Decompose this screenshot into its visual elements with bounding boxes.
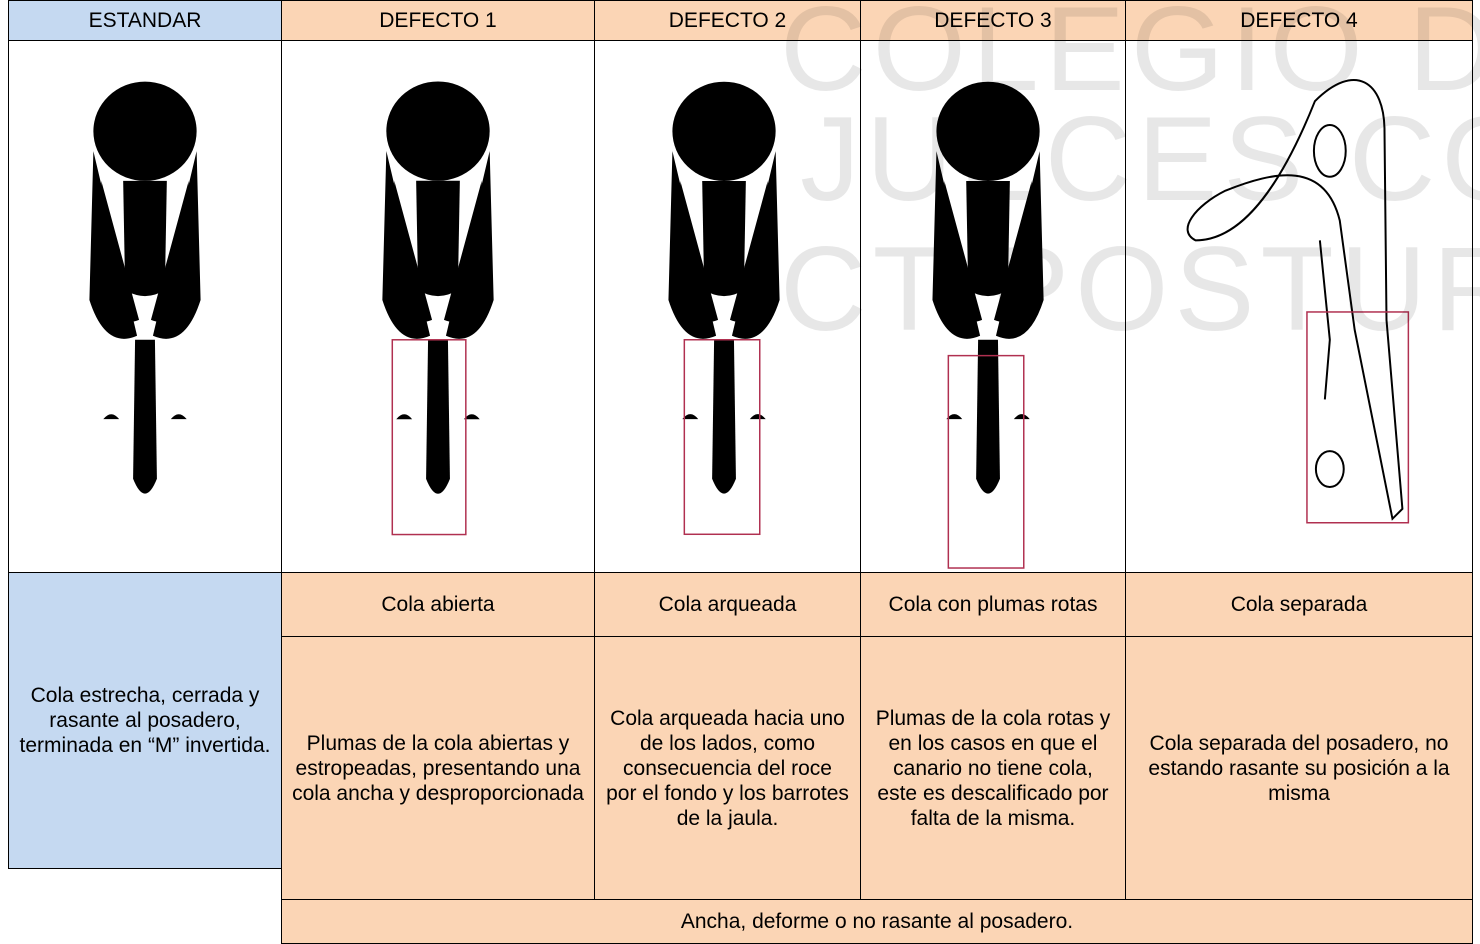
header-cell: DEFECTO 2	[594, 0, 861, 41]
watermark-text: COLEGIO DE	[780, 0, 1480, 116]
header-cell: DEFECTO 4	[1125, 0, 1473, 41]
watermark-text: JUECES COE	[800, 92, 1480, 226]
summary: Ancha, deforme o no rasante al posadero.	[281, 899, 1473, 944]
defect-name: Cola con plumas rotas	[860, 572, 1126, 637]
canary-drawing	[382, 81, 494, 536]
defect-description: Cola arqueada hacia uno de los lados, co…	[594, 636, 861, 900]
defect-name: Cola abierta	[281, 572, 595, 637]
defect-name: Cola separada	[1125, 572, 1473, 637]
image-cell	[281, 40, 595, 573]
defect-description: Cola separada del posadero, no estando r…	[1125, 636, 1473, 900]
standard-description: Cola estrecha, cerrada y rasante al posa…	[8, 572, 282, 869]
canary-drawing	[932, 81, 1044, 569]
header-cell: DEFECTO 1	[281, 0, 595, 41]
image-cell	[8, 40, 282, 573]
canary-drawing	[668, 81, 780, 536]
canary-drawing	[89, 81, 201, 494]
canary-drawing	[1186, 79, 1410, 524]
defect-description: Plumas de la cola rotas y en los casos e…	[860, 636, 1126, 900]
defect-description: Plumas de la cola abiertas y estropeadas…	[281, 636, 595, 900]
watermark-text: CT POSTURA	[780, 222, 1480, 356]
header-cell: ESTANDAR	[8, 0, 282, 41]
defect-name: Cola arqueada	[594, 572, 861, 637]
